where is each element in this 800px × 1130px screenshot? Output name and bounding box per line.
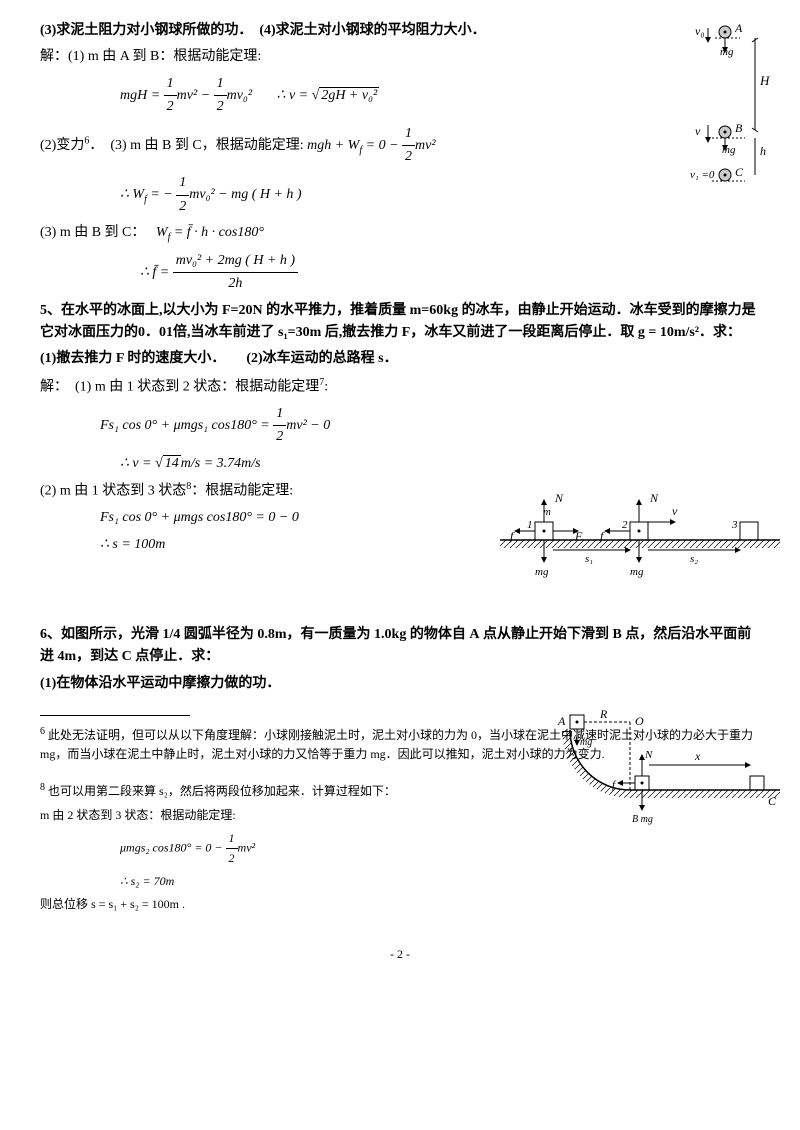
q4-figure: v₀ A mg H v B mg h v₁ =0 C bbox=[690, 20, 780, 227]
q4-p4: (4)求泥土对小钢球的平均阻力大小． bbox=[259, 23, 485, 38]
q6-p1: (1)在物体沿水平运动中摩擦力做的功． bbox=[40, 673, 760, 695]
q4-s1: (1) m 由 A 到 B：根据动能定理: bbox=[68, 49, 261, 64]
svg-text:C: C bbox=[768, 794, 777, 808]
q5-eq1: Fs₁ cos 0° + μmgs₁ cos180° = 12mv² − 0 bbox=[40, 403, 760, 449]
svg-text:N: N bbox=[554, 491, 564, 505]
svg-text:B mg: B mg bbox=[632, 814, 653, 825]
q5-stem: 5、在水平的冰面上,以大小为 F=20N 的水平推力，推着质量 m=60kg 的… bbox=[40, 300, 760, 345]
svg-text:R: R bbox=[599, 710, 608, 721]
q4-eq3: ∴ Wf = − 12mv₀² − mg ( H + h ) bbox=[40, 172, 760, 218]
svg-text:mg: mg bbox=[580, 737, 592, 748]
svg-text:m: m bbox=[543, 506, 551, 518]
q4-s3: (3) m 由 B 到 C： bbox=[40, 225, 145, 240]
svg-text:B: B bbox=[735, 121, 743, 135]
svg-text:x: x bbox=[694, 749, 701, 763]
q4-s2: (2)变力 bbox=[40, 138, 84, 153]
q6-stem: 6、如图所示，光滑 1/4 圆弧半径为 0.8m，有一质量为 1.0kg 的物体… bbox=[40, 624, 760, 669]
q5-figure: 1 N m f F mg 2 N v f mg 3 s₁ s₂ bbox=[500, 480, 780, 587]
svg-text:v₁ =0: v₁ =0 bbox=[690, 169, 715, 181]
fig-v0: v₀ bbox=[695, 24, 705, 38]
q4-eq5: ∴ f̄ = mv₀² + 2mg ( H + h )2h bbox=[40, 250, 760, 296]
svg-text:v: v bbox=[695, 124, 701, 138]
svg-text:mg: mg bbox=[535, 566, 549, 578]
svg-text:mg: mg bbox=[720, 46, 734, 58]
q4-eq1: mgH = 12mv² − 12mv₀² ∴ v = √2gH + v₀² bbox=[40, 73, 760, 119]
svg-text:N: N bbox=[649, 491, 659, 505]
svg-text:N: N bbox=[644, 749, 653, 761]
q5-p2: (2)冰车运动的总路程 s． bbox=[246, 351, 397, 366]
q6-figure: A R O mg N f B mg x C bbox=[550, 710, 780, 837]
q4-p3: (3)求泥土阻力对小钢球所做的功． bbox=[40, 23, 245, 38]
q5-s1: (1) m 由 1 状态到 2 状态：根据动能定理 bbox=[75, 380, 319, 395]
svg-text:1: 1 bbox=[527, 519, 533, 531]
svg-text:A: A bbox=[557, 714, 566, 728]
q5-s2: (2) m 由 1 状态到 3 状态 bbox=[40, 484, 186, 499]
page-number: - 2 - bbox=[40, 945, 760, 964]
svg-text:s₂: s₂ bbox=[690, 553, 698, 565]
svg-text:s₁: s₁ bbox=[585, 553, 593, 565]
svg-text:mg: mg bbox=[630, 566, 644, 578]
sol-label: 解： bbox=[40, 49, 68, 64]
svg-text:mg: mg bbox=[722, 144, 736, 156]
footnote-separator bbox=[40, 715, 190, 716]
q5-p1: (1)撤去推力 F 时的速度大小． bbox=[40, 351, 218, 366]
svg-text:F: F bbox=[574, 529, 583, 543]
svg-text:3: 3 bbox=[731, 519, 738, 531]
svg-text:O: O bbox=[635, 714, 644, 728]
f8-sum: 则总位移 s = s₁ + s₂ = 100m . bbox=[40, 895, 760, 914]
svg-text:h: h bbox=[760, 144, 766, 158]
svg-text:H: H bbox=[759, 73, 770, 88]
svg-text:2: 2 bbox=[622, 519, 628, 531]
svg-text:v: v bbox=[672, 504, 678, 518]
q5-eq2: ∴ v = √14m/s = 3.74m/s bbox=[40, 453, 760, 475]
svg-text:C: C bbox=[735, 165, 744, 179]
svg-text:A: A bbox=[734, 21, 743, 35]
f8-eq2: ∴ s₂ = 70m bbox=[40, 872, 760, 891]
